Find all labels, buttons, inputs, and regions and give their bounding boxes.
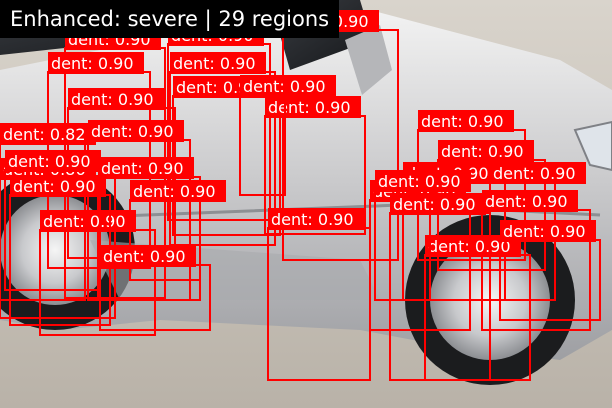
detection-label-bg (40, 210, 136, 232)
detection-label-bg (490, 162, 586, 184)
detection-label: dent: 0.90 (493, 164, 576, 183)
detection-label-bg (170, 52, 266, 74)
detection-label-bg (100, 245, 196, 267)
detection-box: dent: 0.90 (417, 110, 526, 261)
detection-label-bg (482, 190, 578, 212)
detection-box: dent: 0.90 (489, 162, 586, 301)
detection-label-bg (390, 193, 486, 215)
detection-label-bg (268, 208, 364, 230)
detection-box: dent: 0.90 (9, 175, 111, 326)
detection-box: dent: 0.90 (99, 245, 211, 331)
detection-label: dent: 0.90 (243, 77, 326, 96)
detection-label-bg (425, 235, 521, 257)
detection-label: dent: 0.90 (503, 222, 586, 241)
detection-label-bg (0, 123, 96, 145)
detection-box: dent: 0.90 (499, 220, 601, 321)
detection-box: dent: 0.90 (374, 170, 471, 301)
detection-box: dent: 0.90 (129, 180, 226, 281)
detection-box: dent: 0.90 (4, 150, 101, 291)
detection-box: dent: 0.90 (39, 210, 156, 336)
detection-label-bg (240, 75, 336, 97)
detection-label: dent: 0.90 (43, 212, 126, 231)
detection-label: dent: 0.90 (91, 122, 174, 141)
detection-label: dent: 0.90 (268, 98, 351, 117)
detection-box: dent: 0.90 (424, 235, 531, 381)
detection-label: dent: 0.90 (103, 247, 186, 266)
detection-box: dent: 0.90 (437, 140, 546, 271)
detection-label-bg (500, 220, 596, 242)
detection-box: dent: 0.90 (267, 208, 371, 381)
detection-label: dent: 0.90 (176, 78, 259, 97)
status-banner: Enhanced: severe | 29 regions (0, 0, 340, 38)
detection-label-bg (48, 52, 144, 74)
detection-rect (369, 199, 471, 331)
detection-label-bg (98, 157, 194, 179)
detection-label: dent: 0.90 (71, 90, 154, 109)
detection-rect (424, 254, 531, 381)
detection-label: dent: 0.90 (101, 159, 184, 178)
detection-box: dent: 0.90 (239, 75, 336, 196)
detection-label: dent: 0.90 (428, 237, 511, 256)
headlight (573, 120, 612, 172)
detection-label: dent: 0.90 (8, 152, 91, 171)
detection-box: dent: 0.90 (389, 193, 491, 381)
detection-box: dent: 0.90 (87, 120, 191, 301)
detection-label: dent: 0.90 (51, 54, 134, 73)
detection-label: dent: 0.90 (173, 54, 256, 73)
detection-label-bg (68, 88, 164, 110)
detection-label: dent: 0.90 (13, 177, 96, 196)
detection-label-bg (130, 180, 226, 202)
detection-label-bg (438, 140, 534, 162)
detection-box: dent: 0.90 (264, 96, 366, 235)
detection-label: dent: 0.90 (378, 172, 461, 191)
detection-label: dent: 0.90 (393, 195, 476, 214)
detection-box: dent: 0.90 (481, 190, 591, 331)
detection-label: dent: 0.82 (3, 125, 86, 144)
detection-label-bg (375, 170, 471, 192)
side-mirror (345, 25, 392, 95)
detection-label: dent: 0.90 (485, 192, 568, 211)
detection-label-bg (418, 110, 514, 132)
detection-box: dent: 0.90 (169, 52, 276, 246)
detection-label: dent: 0.90 (133, 182, 216, 201)
detection-label-bg (5, 150, 101, 172)
detection-label-bg (265, 96, 361, 118)
detection-label: dent: 0.90 (271, 210, 354, 229)
detection-label-bg (88, 120, 184, 142)
detection-label: dent: 0.90 (441, 142, 524, 161)
detection-label: dent: 0.90 (421, 112, 504, 131)
detection-label-bg (10, 175, 106, 197)
